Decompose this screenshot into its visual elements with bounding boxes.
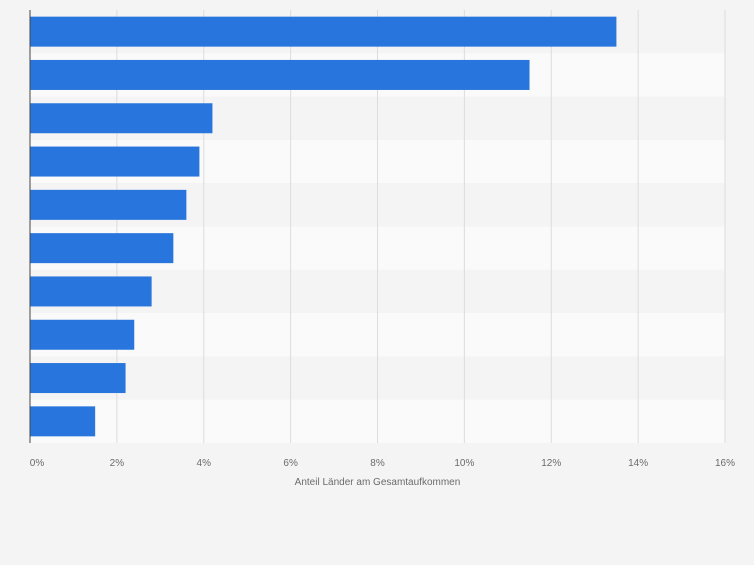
bars xyxy=(30,16,617,437)
bar[interactable] xyxy=(30,16,617,47)
x-tick-label: 12% xyxy=(541,458,561,469)
bar[interactable] xyxy=(30,276,152,307)
bar[interactable] xyxy=(30,406,96,437)
x-tick-label: 0% xyxy=(30,458,45,469)
x-axis-label: Anteil Länder am Gesamtaufkommen xyxy=(295,477,461,488)
x-tick-label: 10% xyxy=(454,458,474,469)
x-tick-label: 16% xyxy=(715,458,735,469)
bar[interactable] xyxy=(30,146,200,177)
bar[interactable] xyxy=(30,59,530,90)
bar[interactable] xyxy=(30,233,174,264)
bar[interactable] xyxy=(30,319,135,350)
bar[interactable] xyxy=(30,103,213,134)
x-tick-label: 6% xyxy=(283,458,298,469)
x-tick-label: 4% xyxy=(197,458,212,469)
x-tick-label: 8% xyxy=(370,458,385,469)
x-tick-labels: 0% 2% 4% 6% 8% 10% 12% 14% 16% xyxy=(30,458,735,469)
bar[interactable] xyxy=(30,189,187,220)
x-tick-label: 14% xyxy=(628,458,648,469)
x-tick-label: 2% xyxy=(110,458,125,469)
bar[interactable] xyxy=(30,363,126,394)
